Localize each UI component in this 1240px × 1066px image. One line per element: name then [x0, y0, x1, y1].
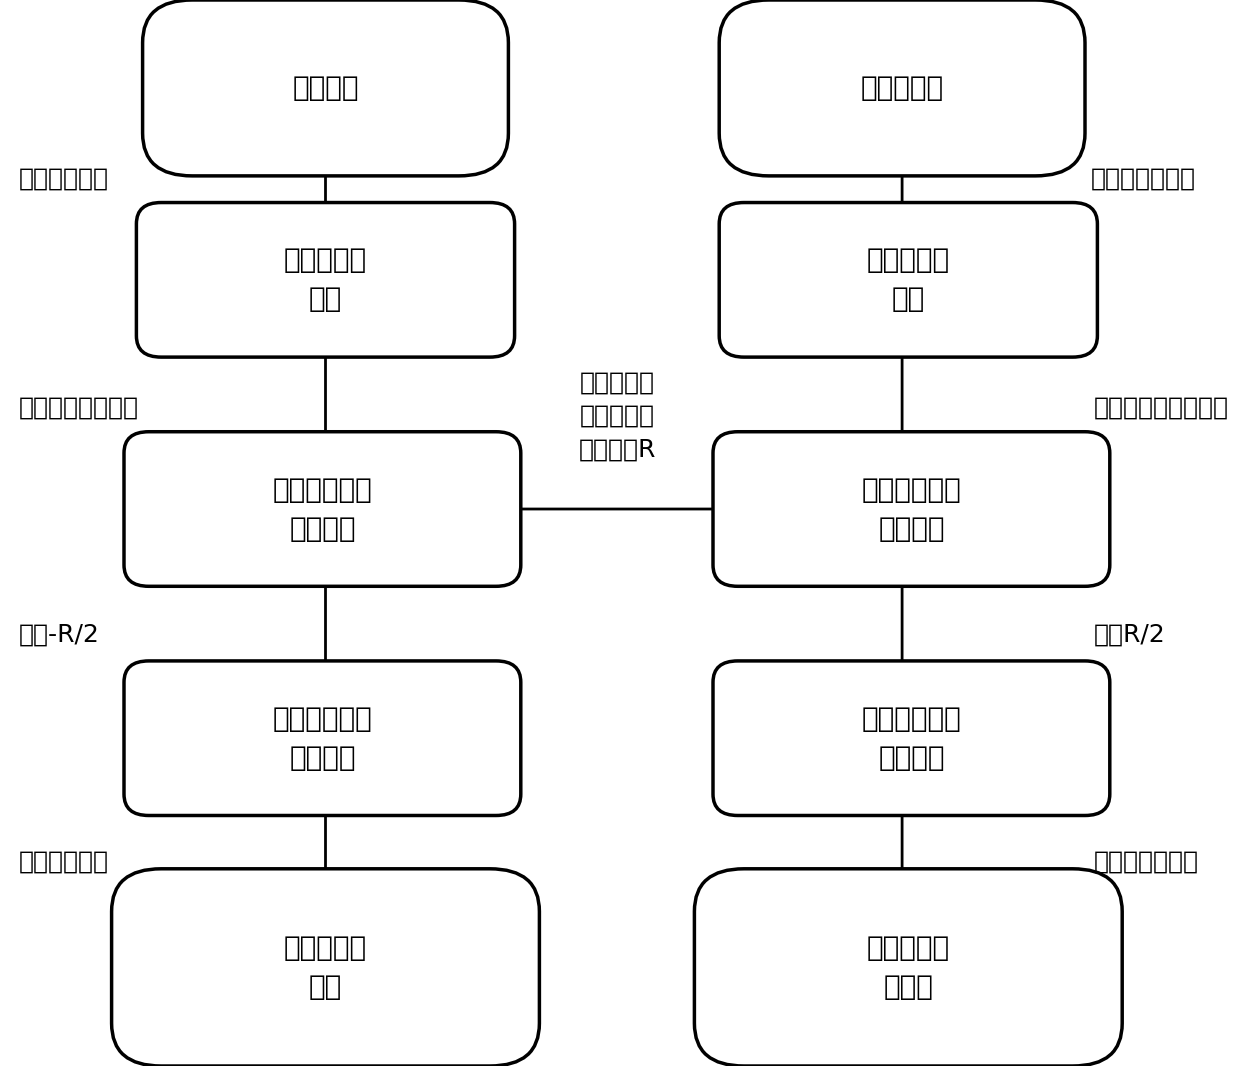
FancyBboxPatch shape	[713, 661, 1110, 815]
Text: 可见光相机内参: 可见光相机内参	[1091, 167, 1197, 191]
FancyBboxPatch shape	[143, 0, 508, 176]
Text: 旋转R/2: 旋转R/2	[1094, 623, 1166, 646]
FancyBboxPatch shape	[719, 0, 1085, 176]
FancyBboxPatch shape	[124, 661, 521, 815]
Text: 校正后红外
图像: 校正后红外 图像	[284, 934, 367, 1001]
Text: 可见光相机内参: 可见光相机内参	[1094, 850, 1199, 873]
FancyBboxPatch shape	[713, 432, 1110, 586]
Text: 正规坐标系
原图: 正规坐标系 原图	[867, 246, 950, 313]
Text: 红外图像: 红外图像	[293, 74, 358, 102]
Text: 红外相机内参: 红外相机内参	[19, 167, 109, 191]
Text: 正规坐标系去
畸变图像: 正规坐标系去 畸变图像	[862, 475, 961, 543]
FancyBboxPatch shape	[719, 203, 1097, 357]
Text: 正规坐标系校
正后图像: 正规坐标系校 正后图像	[862, 705, 961, 772]
Text: 校正后可见
光图像: 校正后可见 光图像	[867, 934, 950, 1001]
FancyBboxPatch shape	[112, 869, 539, 1066]
Text: 正规坐标系校
正后图像: 正规坐标系校 正后图像	[273, 705, 372, 772]
Text: 红外相机内参: 红外相机内参	[19, 850, 109, 873]
Text: 正规坐标系去
畸变图像: 正规坐标系去 畸变图像	[273, 475, 372, 543]
Text: 可见光相机畸变系数: 可见光相机畸变系数	[1094, 395, 1229, 419]
Text: 可见光相机
到红外相机
的旋转是R: 可见光相机 到红外相机 的旋转是R	[579, 370, 656, 462]
Text: 可见光图像: 可见光图像	[861, 74, 944, 102]
Text: 旋转-R/2: 旋转-R/2	[19, 623, 99, 646]
FancyBboxPatch shape	[136, 203, 515, 357]
Text: 正规坐标系
原图: 正规坐标系 原图	[284, 246, 367, 313]
FancyBboxPatch shape	[124, 432, 521, 586]
Text: 红外相机畸变系数: 红外相机畸变系数	[19, 395, 139, 419]
FancyBboxPatch shape	[694, 869, 1122, 1066]
